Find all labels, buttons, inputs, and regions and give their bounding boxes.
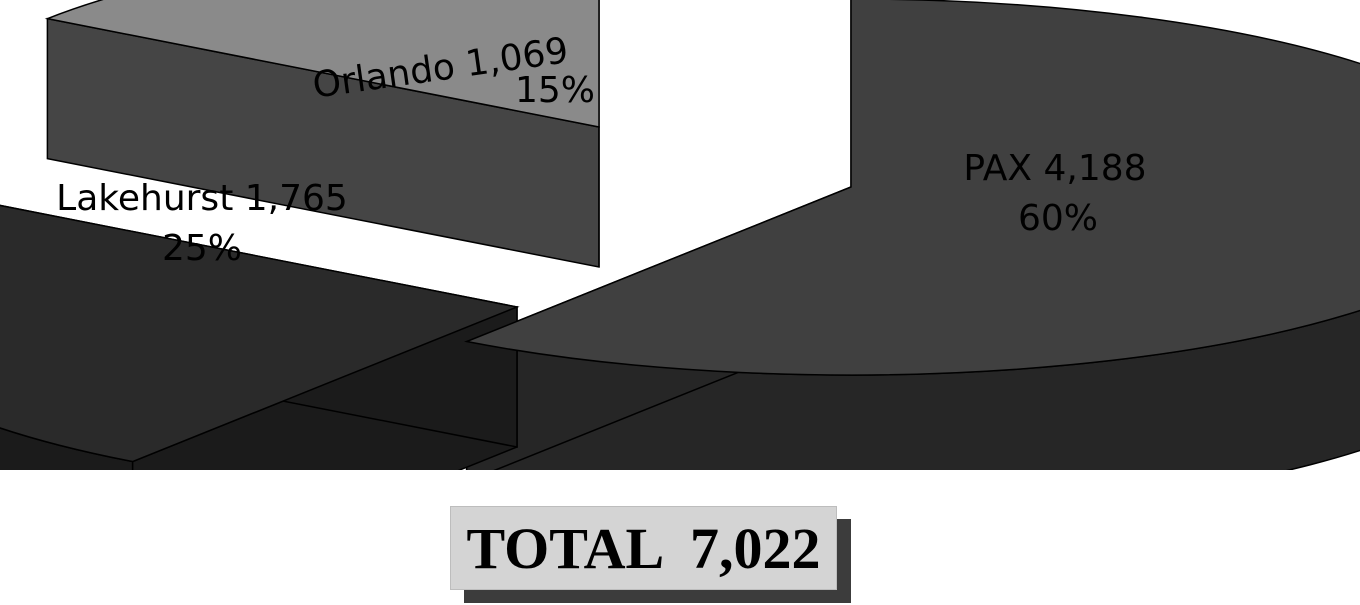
total-box: TOTAL 7,022 bbox=[450, 506, 837, 590]
slice-pax bbox=[464, 0, 1360, 376]
total-text: TOTAL 7,022 bbox=[466, 515, 821, 581]
label-orlando-percent: 15% bbox=[515, 70, 595, 111]
label-lakehurst-value: Lakehurst 1,765 bbox=[56, 178, 348, 219]
label-lakehurst-percent: 25% bbox=[162, 228, 242, 269]
label-pax-percent: 60% bbox=[1018, 198, 1098, 239]
slice-lakehurst bbox=[0, 204, 520, 463]
pie-tops bbox=[0, 0, 1360, 463]
label-pax-value: PAX 4,188 bbox=[963, 148, 1146, 189]
slice-orlando bbox=[44, 0, 600, 128]
pie-chart: PAX 4,188 60% Lakehurst 1,765 25% Orland… bbox=[0, 0, 1360, 470]
